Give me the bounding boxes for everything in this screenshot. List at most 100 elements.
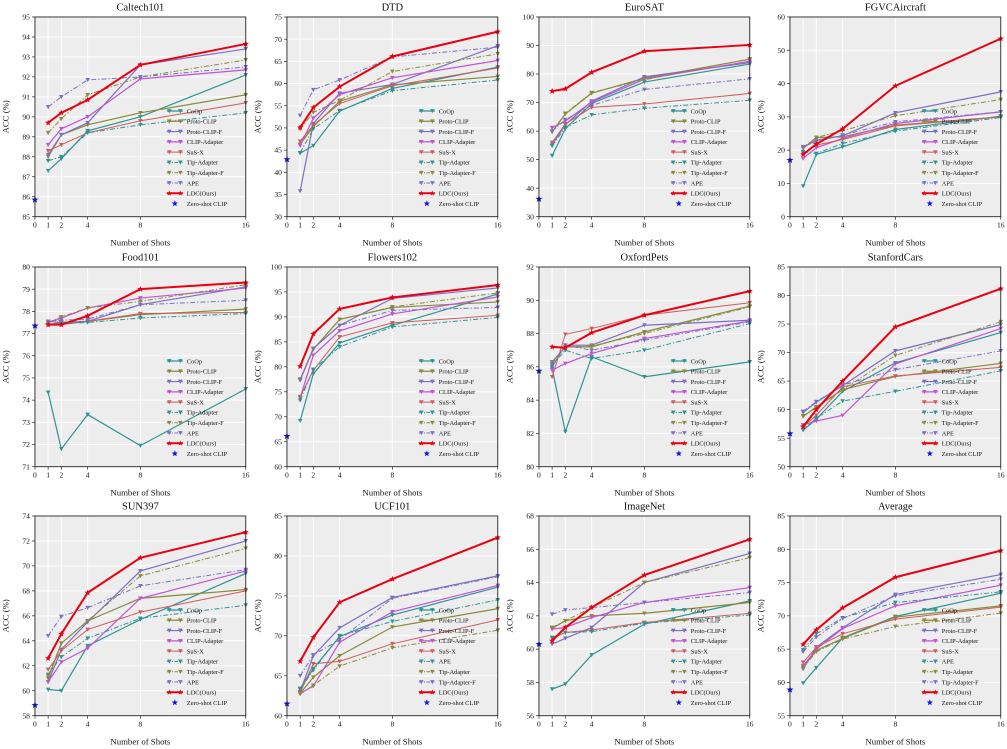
star-marker-icon [137,285,144,292]
legend-label: Proto-CLIP [942,618,972,625]
x-tick-label: 0 [285,221,289,230]
triangle-marker-icon [670,420,676,425]
triangle-marker-icon [549,687,554,692]
triangle-marker-icon [681,170,687,176]
triangle-marker-icon [893,373,898,378]
legend-label: Proto-CLIP-F [439,628,475,635]
legend-label: Tip-Adapter-F [187,669,224,676]
x-tick-label: 16 [494,221,502,230]
triangle-marker-icon [167,389,172,394]
x-tick-label: 8 [138,720,142,729]
star-marker-icon [561,85,568,92]
triangle-marker-icon [681,139,687,145]
star-marker-icon [681,190,687,196]
star-marker-icon [137,554,144,561]
legend-label: APE [187,430,199,437]
triangle-marker-icon [297,150,303,156]
triangle-marker-icon [814,645,819,650]
star-marker-icon [548,637,555,644]
triangle-marker-icon [922,389,927,394]
triangle-marker-icon [922,608,927,613]
triangle-marker-icon [814,418,819,424]
legend-label: CLIP-Adapter [942,389,979,396]
triangle-marker-icon [178,358,183,363]
legend-label: CLIP-Adapter [439,139,476,146]
y-tick-label: 70 [274,412,282,421]
triangle-marker-icon [670,170,676,176]
x-tick-label: 16 [242,221,250,230]
triangle-marker-icon [167,139,172,145]
triangle-marker-icon [429,358,435,363]
triangle-marker-icon [801,666,806,671]
x-axis-label: Number of Shots [362,737,422,747]
x-axis-label: Number of Shots [866,737,926,747]
triangle-marker-icon [562,608,568,613]
star-marker-icon [45,655,52,662]
triangle-marker-icon [297,139,303,144]
triangle-marker-icon [562,125,568,130]
star-marker-icon [58,321,65,327]
star-marker-icon [336,83,343,90]
triangle-marker-icon [389,642,395,647]
y-tick-label: 60 [778,678,786,687]
x-tick-label: 0 [788,720,792,729]
x-tick-label: 8 [390,720,394,729]
triangle-marker-icon [85,130,90,136]
legend-label: CoOp [942,108,957,115]
legend-label: Tip-Adapter [942,160,974,167]
triangle-marker-icon [922,618,927,623]
y-tick-label: 65 [778,645,786,654]
triangle-marker-icon [893,624,898,630]
triangle-marker-icon [562,429,568,434]
triangle-marker-icon [933,119,938,124]
x-tick-label: 2 [311,720,315,729]
x-tick-label: 2 [563,720,567,729]
triangle-marker-icon [922,399,927,405]
star-marker-icon [813,140,820,147]
y-axis-label: ACC (%) [0,350,10,383]
triangle-marker-icon [418,680,424,685]
triangle-marker-icon [337,340,342,345]
triangle-marker-icon [670,430,676,435]
star-marker-icon [892,323,899,330]
triangle-marker-icon [933,389,938,394]
series-line-Tip-Adapter [803,612,1002,669]
x-tick-label: 8 [642,720,646,729]
chart-canvas: 50 55 60 65 70 75 80 85 0 1 2 4 8 16 StanfordCars ACC (… [756,252,1005,497]
triangle-marker-icon [45,158,51,164]
legend-label: CLIP-Adapter [690,139,727,146]
y-tick-label: 78 [22,307,30,316]
triangle-marker-icon [59,649,64,654]
chart-title: DTD [381,2,403,13]
star-marker-icon [932,689,939,695]
legend-label: Proto-CLIP [690,618,720,625]
legend-label: Tip-Adapter-F [439,680,476,687]
legend-label: LDC(Ours) [187,690,216,697]
legend-label: CLIP-Adapter [690,389,727,396]
triangle-marker-icon [893,367,898,372]
y-tick-label: 70 [274,35,282,44]
legend-label: APE [690,680,702,687]
y-tick-label: 90 [526,41,534,50]
triangle-marker-icon [840,626,846,632]
x-tick-label: 1 [46,470,50,479]
triangle-marker-icon [418,670,424,675]
x-tick-label: 1 [801,720,805,729]
legend-label: CLIP-Adapter [942,638,979,645]
triangle-marker-icon [178,628,183,634]
triangle-marker-icon [893,594,898,599]
y-tick-label: 91 [22,92,30,101]
triangle-marker-icon [310,353,316,358]
triangle-marker-icon [138,118,143,124]
triangle-marker-icon [814,399,819,404]
triangle-marker-icon [389,596,395,601]
zero-shot-legend-star-icon [171,200,178,207]
triangle-marker-icon [681,181,687,186]
legend-label: Proto-CLIP [439,119,469,126]
triangle-marker-icon [389,69,395,74]
y-tick-label: 80 [526,70,534,79]
y-tick-label: 65 [274,57,282,66]
legend-label: Tip-Adapter-F [690,420,727,427]
triangle-marker-icon [418,420,424,425]
legend-label: SuS-X [187,649,204,656]
